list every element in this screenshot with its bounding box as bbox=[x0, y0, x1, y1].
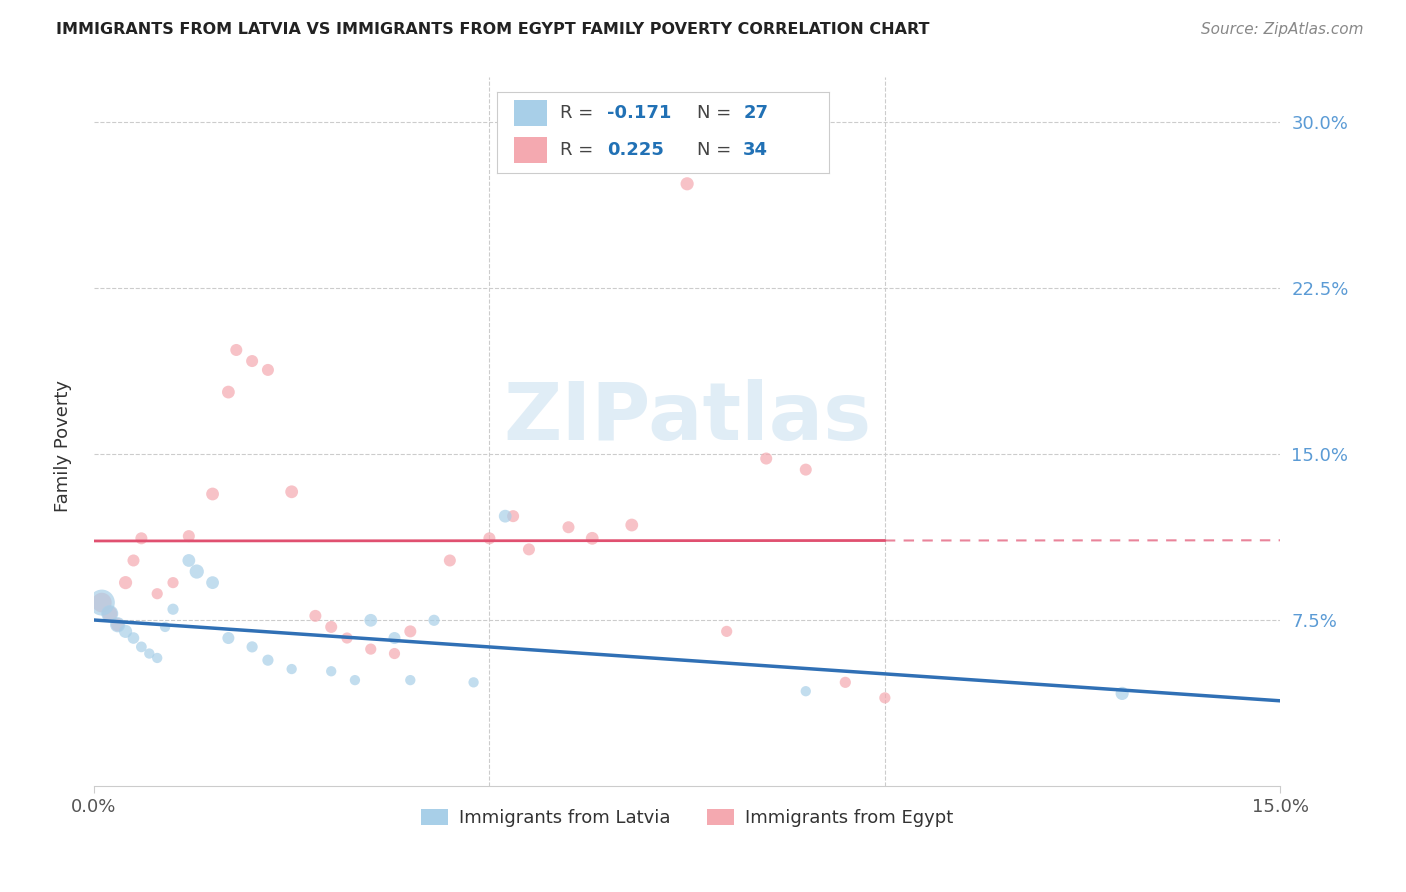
Point bbox=[581, 531, 603, 545]
Point bbox=[716, 624, 738, 639]
Point bbox=[517, 542, 540, 557]
Point bbox=[463, 675, 485, 690]
Point bbox=[122, 631, 145, 645]
Point bbox=[676, 177, 699, 191]
Point bbox=[153, 620, 176, 634]
Point bbox=[384, 631, 406, 645]
Point bbox=[423, 613, 446, 627]
Point bbox=[201, 575, 224, 590]
Point bbox=[873, 690, 896, 705]
Point bbox=[122, 553, 145, 567]
Point bbox=[399, 624, 422, 639]
Point bbox=[439, 553, 461, 567]
Point bbox=[138, 647, 160, 661]
Point bbox=[336, 631, 359, 645]
Point bbox=[280, 484, 302, 499]
Point bbox=[217, 385, 239, 400]
Point bbox=[90, 596, 112, 610]
Point bbox=[162, 602, 184, 616]
Text: ZIPatlas: ZIPatlas bbox=[503, 379, 872, 457]
Point bbox=[494, 509, 516, 524]
Point bbox=[177, 553, 200, 567]
Point bbox=[257, 653, 280, 667]
Point bbox=[794, 462, 817, 476]
Text: Family Poverty: Family Poverty bbox=[55, 380, 72, 512]
Point bbox=[225, 343, 247, 357]
Point bbox=[201, 487, 224, 501]
Point bbox=[217, 631, 239, 645]
Point bbox=[478, 531, 501, 545]
Point bbox=[343, 673, 366, 687]
Point bbox=[755, 451, 778, 466]
Point bbox=[98, 607, 121, 621]
Point bbox=[146, 587, 169, 601]
Point bbox=[240, 640, 263, 654]
Text: IMMIGRANTS FROM LATVIA VS IMMIGRANTS FROM EGYPT FAMILY POVERTY CORRELATION CHART: IMMIGRANTS FROM LATVIA VS IMMIGRANTS FRO… bbox=[56, 22, 929, 37]
Point bbox=[240, 354, 263, 368]
Point bbox=[131, 640, 153, 654]
Point bbox=[360, 642, 382, 657]
Point bbox=[399, 673, 422, 687]
Point bbox=[794, 684, 817, 698]
Point bbox=[502, 509, 524, 524]
Point bbox=[186, 565, 208, 579]
Point bbox=[131, 531, 153, 545]
Point bbox=[107, 617, 129, 632]
Text: Source: ZipAtlas.com: Source: ZipAtlas.com bbox=[1201, 22, 1364, 37]
Point bbox=[257, 363, 280, 377]
Point bbox=[620, 518, 643, 533]
Legend: Immigrants from Latvia, Immigrants from Egypt: Immigrants from Latvia, Immigrants from … bbox=[413, 802, 960, 834]
Point bbox=[304, 608, 326, 623]
Point bbox=[114, 575, 136, 590]
Point bbox=[321, 665, 343, 679]
Point bbox=[162, 575, 184, 590]
Point bbox=[146, 651, 169, 665]
Point bbox=[177, 529, 200, 543]
Point bbox=[98, 607, 121, 621]
Point bbox=[107, 617, 129, 632]
Point bbox=[90, 596, 112, 610]
Point bbox=[360, 613, 382, 627]
Point bbox=[114, 624, 136, 639]
Point bbox=[1111, 686, 1133, 700]
Point bbox=[321, 620, 343, 634]
Point bbox=[834, 675, 856, 690]
Point bbox=[280, 662, 302, 676]
Point bbox=[557, 520, 579, 534]
Point bbox=[384, 647, 406, 661]
